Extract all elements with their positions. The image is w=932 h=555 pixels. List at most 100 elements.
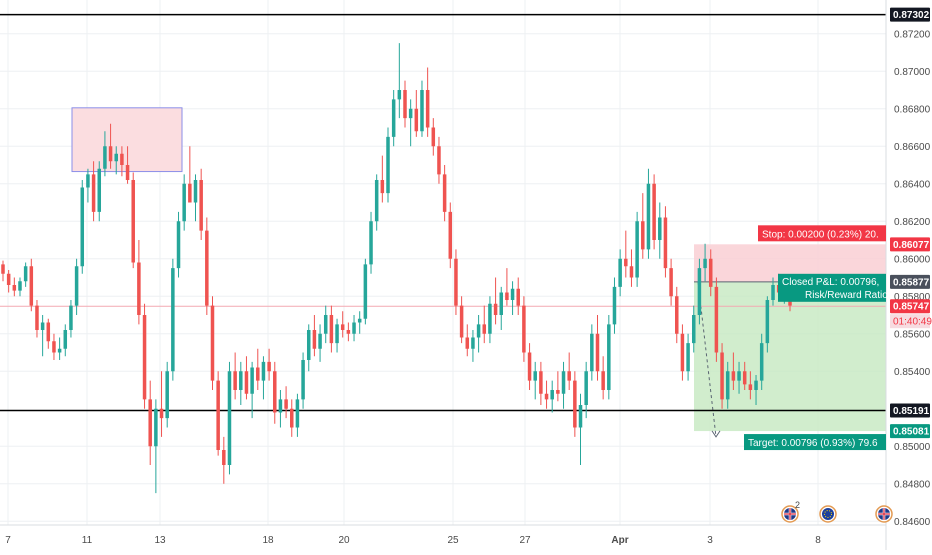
x-tick-label: 7: [5, 535, 11, 546]
candle-body: [352, 322, 356, 334]
y-tick-label: 0.85000: [894, 442, 931, 453]
candle-body: [493, 303, 498, 315]
candle-body: [52, 341, 56, 353]
candle-body: [624, 258, 628, 267]
candle-body: [86, 174, 90, 188]
candle-body: [391, 99, 396, 137]
candle-body: [742, 371, 747, 385]
candle-body: [703, 258, 707, 269]
candle-body: [35, 305, 39, 330]
target-price-tag: [890, 424, 930, 439]
candle-body: [454, 258, 458, 306]
countdown-tag: [890, 314, 930, 329]
candle-body: [465, 337, 470, 349]
pnl-label-box: [778, 273, 886, 302]
candle-body: [6, 273, 11, 285]
current-price-tag: [890, 299, 930, 314]
candle-body: [369, 221, 373, 265]
candle-body: [720, 352, 724, 400]
candle-body: [159, 408, 164, 419]
candle-body: [18, 281, 22, 291]
candle-body: [346, 330, 351, 334]
candle-body: [216, 380, 220, 450]
candle-body: [708, 258, 713, 287]
stop-label: Stop: 0.00200 (0.23%) 20.: [762, 229, 879, 240]
eu-flag-stars: [824, 510, 832, 518]
countdown-label: 01:40:49: [893, 317, 932, 328]
candle-body: [612, 286, 617, 325]
candle-body: [431, 127, 436, 147]
x-tick-label: 20: [338, 535, 350, 546]
y-tick-label: 0.85400: [894, 367, 931, 378]
candle-body: [459, 305, 464, 338]
candle-body: [725, 371, 730, 400]
candle-body: [414, 108, 419, 132]
candle-body: [669, 268, 673, 297]
y-tick-label: 0.86400: [894, 179, 931, 190]
candle-body: [658, 217, 662, 240]
candle-body: [142, 315, 147, 400]
support-price-label: 0.85191: [893, 406, 930, 417]
candle-body: [675, 296, 679, 334]
y-tick-label: 0.87200: [894, 29, 931, 40]
x-tick-label: 25: [447, 535, 459, 546]
candle-body: [442, 174, 447, 212]
candle-body: [482, 324, 487, 334]
stop-label-box: [758, 225, 886, 242]
candle-body: [595, 333, 600, 372]
candle-body: [91, 174, 96, 212]
candle-body: [607, 324, 611, 390]
candle-body: [69, 305, 73, 330]
x-tick-label: 18: [262, 535, 274, 546]
candle-body: [97, 168, 102, 212]
candle-body: [488, 303, 492, 334]
x-tick-label: 3: [707, 535, 713, 546]
current-price-label: 0.85747: [893, 302, 930, 313]
trade-arrow-icon: [711, 430, 721, 438]
candle-body: [63, 330, 68, 349]
target-label-box: [744, 434, 886, 451]
candle-body: [114, 153, 118, 162]
x-tick-label: Apr: [611, 535, 628, 546]
candle-body: [527, 352, 532, 381]
candle-body: [57, 348, 62, 353]
pnl-label: Closed P&L: 0.00796,: [782, 277, 879, 288]
rr-label: Risk/Reward Ratio: [805, 290, 888, 301]
candle-body: [641, 221, 645, 250]
candle-body: [567, 371, 571, 381]
candle-body: [505, 292, 509, 300]
stop-price-label: 0.86077: [893, 240, 930, 251]
support-price-tag: [890, 403, 930, 418]
candle-body: [714, 286, 719, 353]
candle-body: [29, 266, 34, 306]
y-tick-label: 0.86000: [894, 254, 931, 265]
candle-body: [748, 384, 753, 390]
candle-body: [573, 380, 577, 428]
candle-body: [278, 399, 283, 413]
candle-body: [273, 371, 277, 413]
candle-body: [312, 330, 317, 349]
candle-body: [516, 288, 520, 306]
candle-body: [550, 390, 554, 400]
candle-body: [539, 371, 543, 394]
target-price-label: 0.85081: [893, 427, 930, 438]
candle-body: [171, 268, 175, 372]
candle-body: [256, 367, 260, 381]
candle-body: [137, 262, 141, 315]
candle-body: [374, 180, 379, 222]
candle-body: [182, 183, 186, 222]
candle-body: [227, 371, 232, 465]
candle-body: [765, 300, 770, 344]
candle-body: [601, 371, 605, 390]
candle-body: [131, 180, 135, 263]
candle-body: [301, 360, 305, 400]
candle-body: [437, 146, 441, 175]
candle-body: [618, 258, 622, 287]
candle-body: [80, 187, 85, 267]
candle-body: [46, 322, 51, 342]
candle-body: [578, 405, 583, 428]
candle-body: [165, 371, 169, 419]
candle-body: [250, 367, 254, 394]
